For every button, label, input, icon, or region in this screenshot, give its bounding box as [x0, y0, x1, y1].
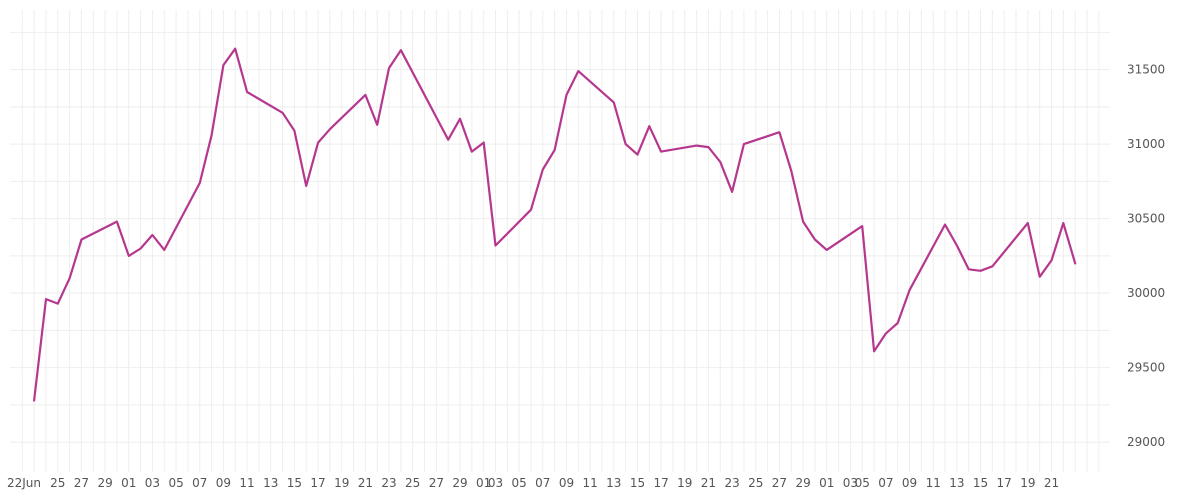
x-tick-label: 01 [476, 476, 491, 490]
x-tick-label: 17 [310, 476, 325, 490]
x-tick-label: 11 [926, 476, 941, 490]
x-axis-ticks: 22Jun 25 27 29 01 03 05 07 09 11 13 15 17 19 21 23 25 27 2… [7, 476, 1059, 490]
x-tick-label: 07 [535, 476, 550, 490]
y-tick-label: 29500 [1127, 361, 1165, 375]
x-tick-label: 27 [772, 476, 787, 490]
x-tick-label: 19 [334, 476, 349, 490]
x-tick-label: 13 [949, 476, 964, 490]
x-tick-label: 01 [819, 476, 834, 490]
x-tick-label: 19 [677, 476, 692, 490]
y-tick-label: 31500 [1127, 63, 1165, 77]
x-tick-label: 05 [168, 476, 183, 490]
x-tick-label: 11 [582, 476, 597, 490]
x-tick-label: 19 [1020, 476, 1035, 490]
y-axis-ticks: 29000 29500 30000 30500 31000 31500 [1127, 63, 1165, 450]
x-tick-label: 15 [630, 476, 645, 490]
x-tick-label: 23 [724, 476, 739, 490]
x-tick-label: 21 [358, 476, 373, 490]
series-line [32, 47, 1077, 402]
x-tick-label: 27 [74, 476, 89, 490]
x-tick-label: 25 [748, 476, 763, 490]
x-tick-label: 09 [902, 476, 917, 490]
x-tick-label: 29 [452, 476, 467, 490]
x-tick-label: 29 [97, 476, 112, 490]
x-tick-label: 17 [997, 476, 1012, 490]
x-tick-label: 07 [878, 476, 893, 490]
y-tick-label: 29000 [1127, 435, 1165, 449]
x-tick-label: 09 [216, 476, 231, 490]
y-tick-label: 30000 [1127, 286, 1165, 300]
x-tick-label: 17 [653, 476, 668, 490]
x-tick-label: 13 [606, 476, 621, 490]
x-tick-label: 05 [855, 476, 870, 490]
x-tick-label: 21 [1044, 476, 1059, 490]
x-tick-label: 01 [121, 476, 136, 490]
x-tick-label: 15 [287, 476, 302, 490]
x-tick-label: 09 [559, 476, 574, 490]
x-tick-label: 07 [192, 476, 207, 490]
x-tick-label: 25 [405, 476, 420, 490]
x-tick-label: 29 [795, 476, 810, 490]
x-tick-label: 22Jun [7, 476, 41, 490]
x-tick-label: 27 [429, 476, 444, 490]
grid [10, 10, 1110, 472]
x-tick-label: 03 [145, 476, 160, 490]
x-tick-label: 11 [239, 476, 254, 490]
x-tick-label: 15 [973, 476, 988, 490]
y-tick-label: 30500 [1127, 212, 1165, 226]
x-tick-label: 23 [381, 476, 396, 490]
x-tick-label: 03 [843, 476, 858, 490]
x-tick-label: 13 [263, 476, 278, 490]
x-tick-label: 05 [512, 476, 527, 490]
y-tick-label: 31000 [1127, 137, 1165, 151]
series-lines [32, 47, 1077, 402]
x-tick-label: 21 [701, 476, 716, 490]
x-tick-label: 03 [488, 476, 503, 490]
x-tick-label: 25 [50, 476, 65, 490]
